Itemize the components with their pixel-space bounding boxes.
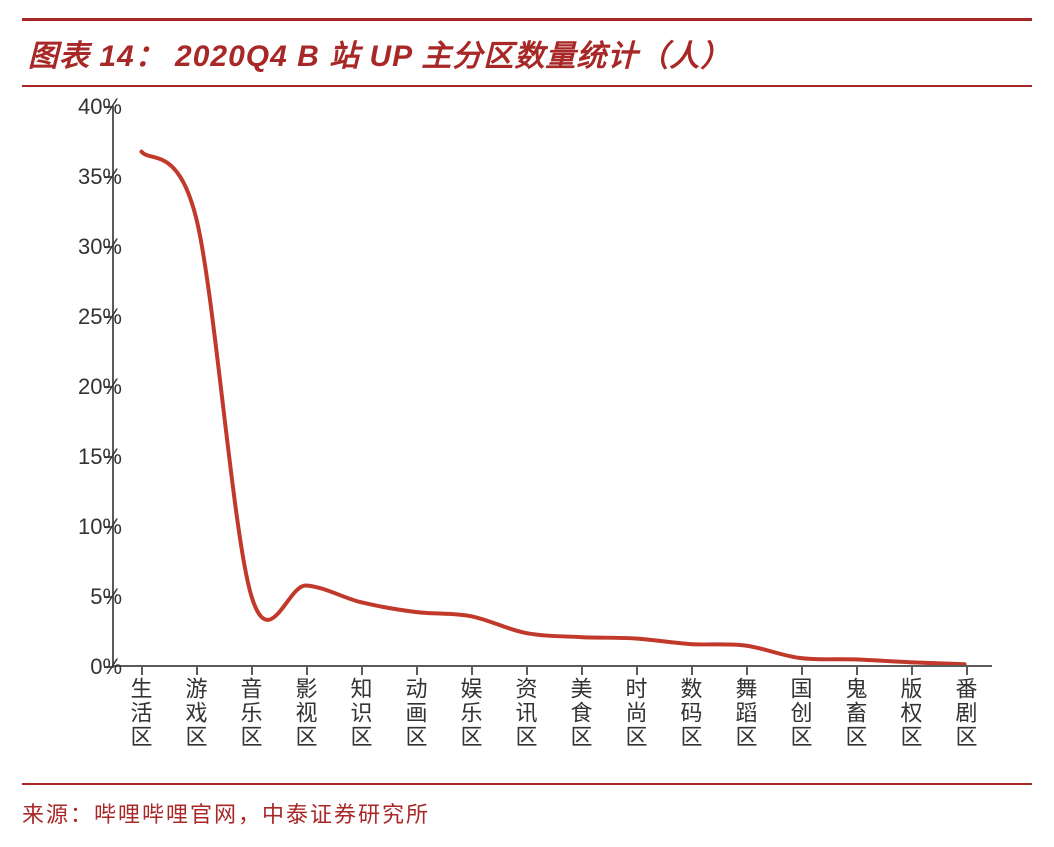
x-tick bbox=[141, 665, 143, 675]
x-axis-label: 娱乐区 bbox=[454, 677, 486, 749]
chart-title-bar: 图表 14： 2020Q4 B 站 UP 主分区数量统计（人） bbox=[22, 18, 1032, 87]
x-tick bbox=[856, 665, 858, 675]
x-axis-label: 美食区 bbox=[564, 677, 596, 749]
x-tick bbox=[966, 665, 968, 675]
x-axis-label: 影视区 bbox=[289, 677, 321, 749]
x-tick bbox=[581, 665, 583, 675]
y-axis-label: 35% bbox=[42, 164, 122, 190]
y-axis-label: 0% bbox=[42, 654, 122, 680]
x-tick bbox=[526, 665, 528, 675]
y-axis-label: 10% bbox=[42, 514, 122, 540]
source-text: 来源：哔哩哔哩官网，中泰证券研究所 bbox=[22, 783, 1032, 829]
x-tick bbox=[911, 665, 913, 675]
x-axis-label: 国创区 bbox=[784, 677, 816, 749]
x-axis-label: 知识区 bbox=[344, 677, 376, 749]
x-tick bbox=[746, 665, 748, 675]
x-axis-label: 生活区 bbox=[124, 677, 156, 749]
x-axis-label: 时尚区 bbox=[619, 677, 651, 749]
x-tick bbox=[471, 665, 473, 675]
x-axis-label: 动画区 bbox=[399, 677, 431, 749]
plot-area bbox=[112, 107, 992, 667]
x-axis-label: 数码区 bbox=[674, 677, 706, 749]
x-tick bbox=[801, 665, 803, 675]
x-tick bbox=[691, 665, 693, 675]
chart-area: 0% 5% 10% 15% 20% 25% 30% 35% 40% 生活区游戏区音乐区影视区知识区… bbox=[22, 97, 1022, 777]
x-axis-label: 鬼畜区 bbox=[839, 677, 871, 749]
y-axis-label: 5% bbox=[42, 584, 122, 610]
y-axis-label: 40% bbox=[42, 94, 122, 120]
y-axis-label: 25% bbox=[42, 304, 122, 330]
x-axis-label: 资讯区 bbox=[509, 677, 541, 749]
x-tick bbox=[361, 665, 363, 675]
x-axis-label: 游戏区 bbox=[179, 677, 211, 749]
y-axis-label: 30% bbox=[42, 234, 122, 260]
x-tick bbox=[196, 665, 198, 675]
y-axis-label: 15% bbox=[42, 444, 122, 470]
x-tick bbox=[416, 665, 418, 675]
x-axis-label: 番剧区 bbox=[949, 677, 981, 749]
x-axis-label: 舞蹈区 bbox=[729, 677, 761, 749]
x-tick bbox=[251, 665, 253, 675]
line-path bbox=[114, 107, 992, 665]
chart-title: 图表 14： 2020Q4 B 站 UP 主分区数量统计（人） bbox=[28, 31, 1026, 75]
x-axis-label: 音乐区 bbox=[234, 677, 266, 749]
x-tick bbox=[636, 665, 638, 675]
y-axis-label: 20% bbox=[42, 374, 122, 400]
x-tick bbox=[306, 665, 308, 675]
x-axis-label: 版权区 bbox=[894, 677, 926, 749]
